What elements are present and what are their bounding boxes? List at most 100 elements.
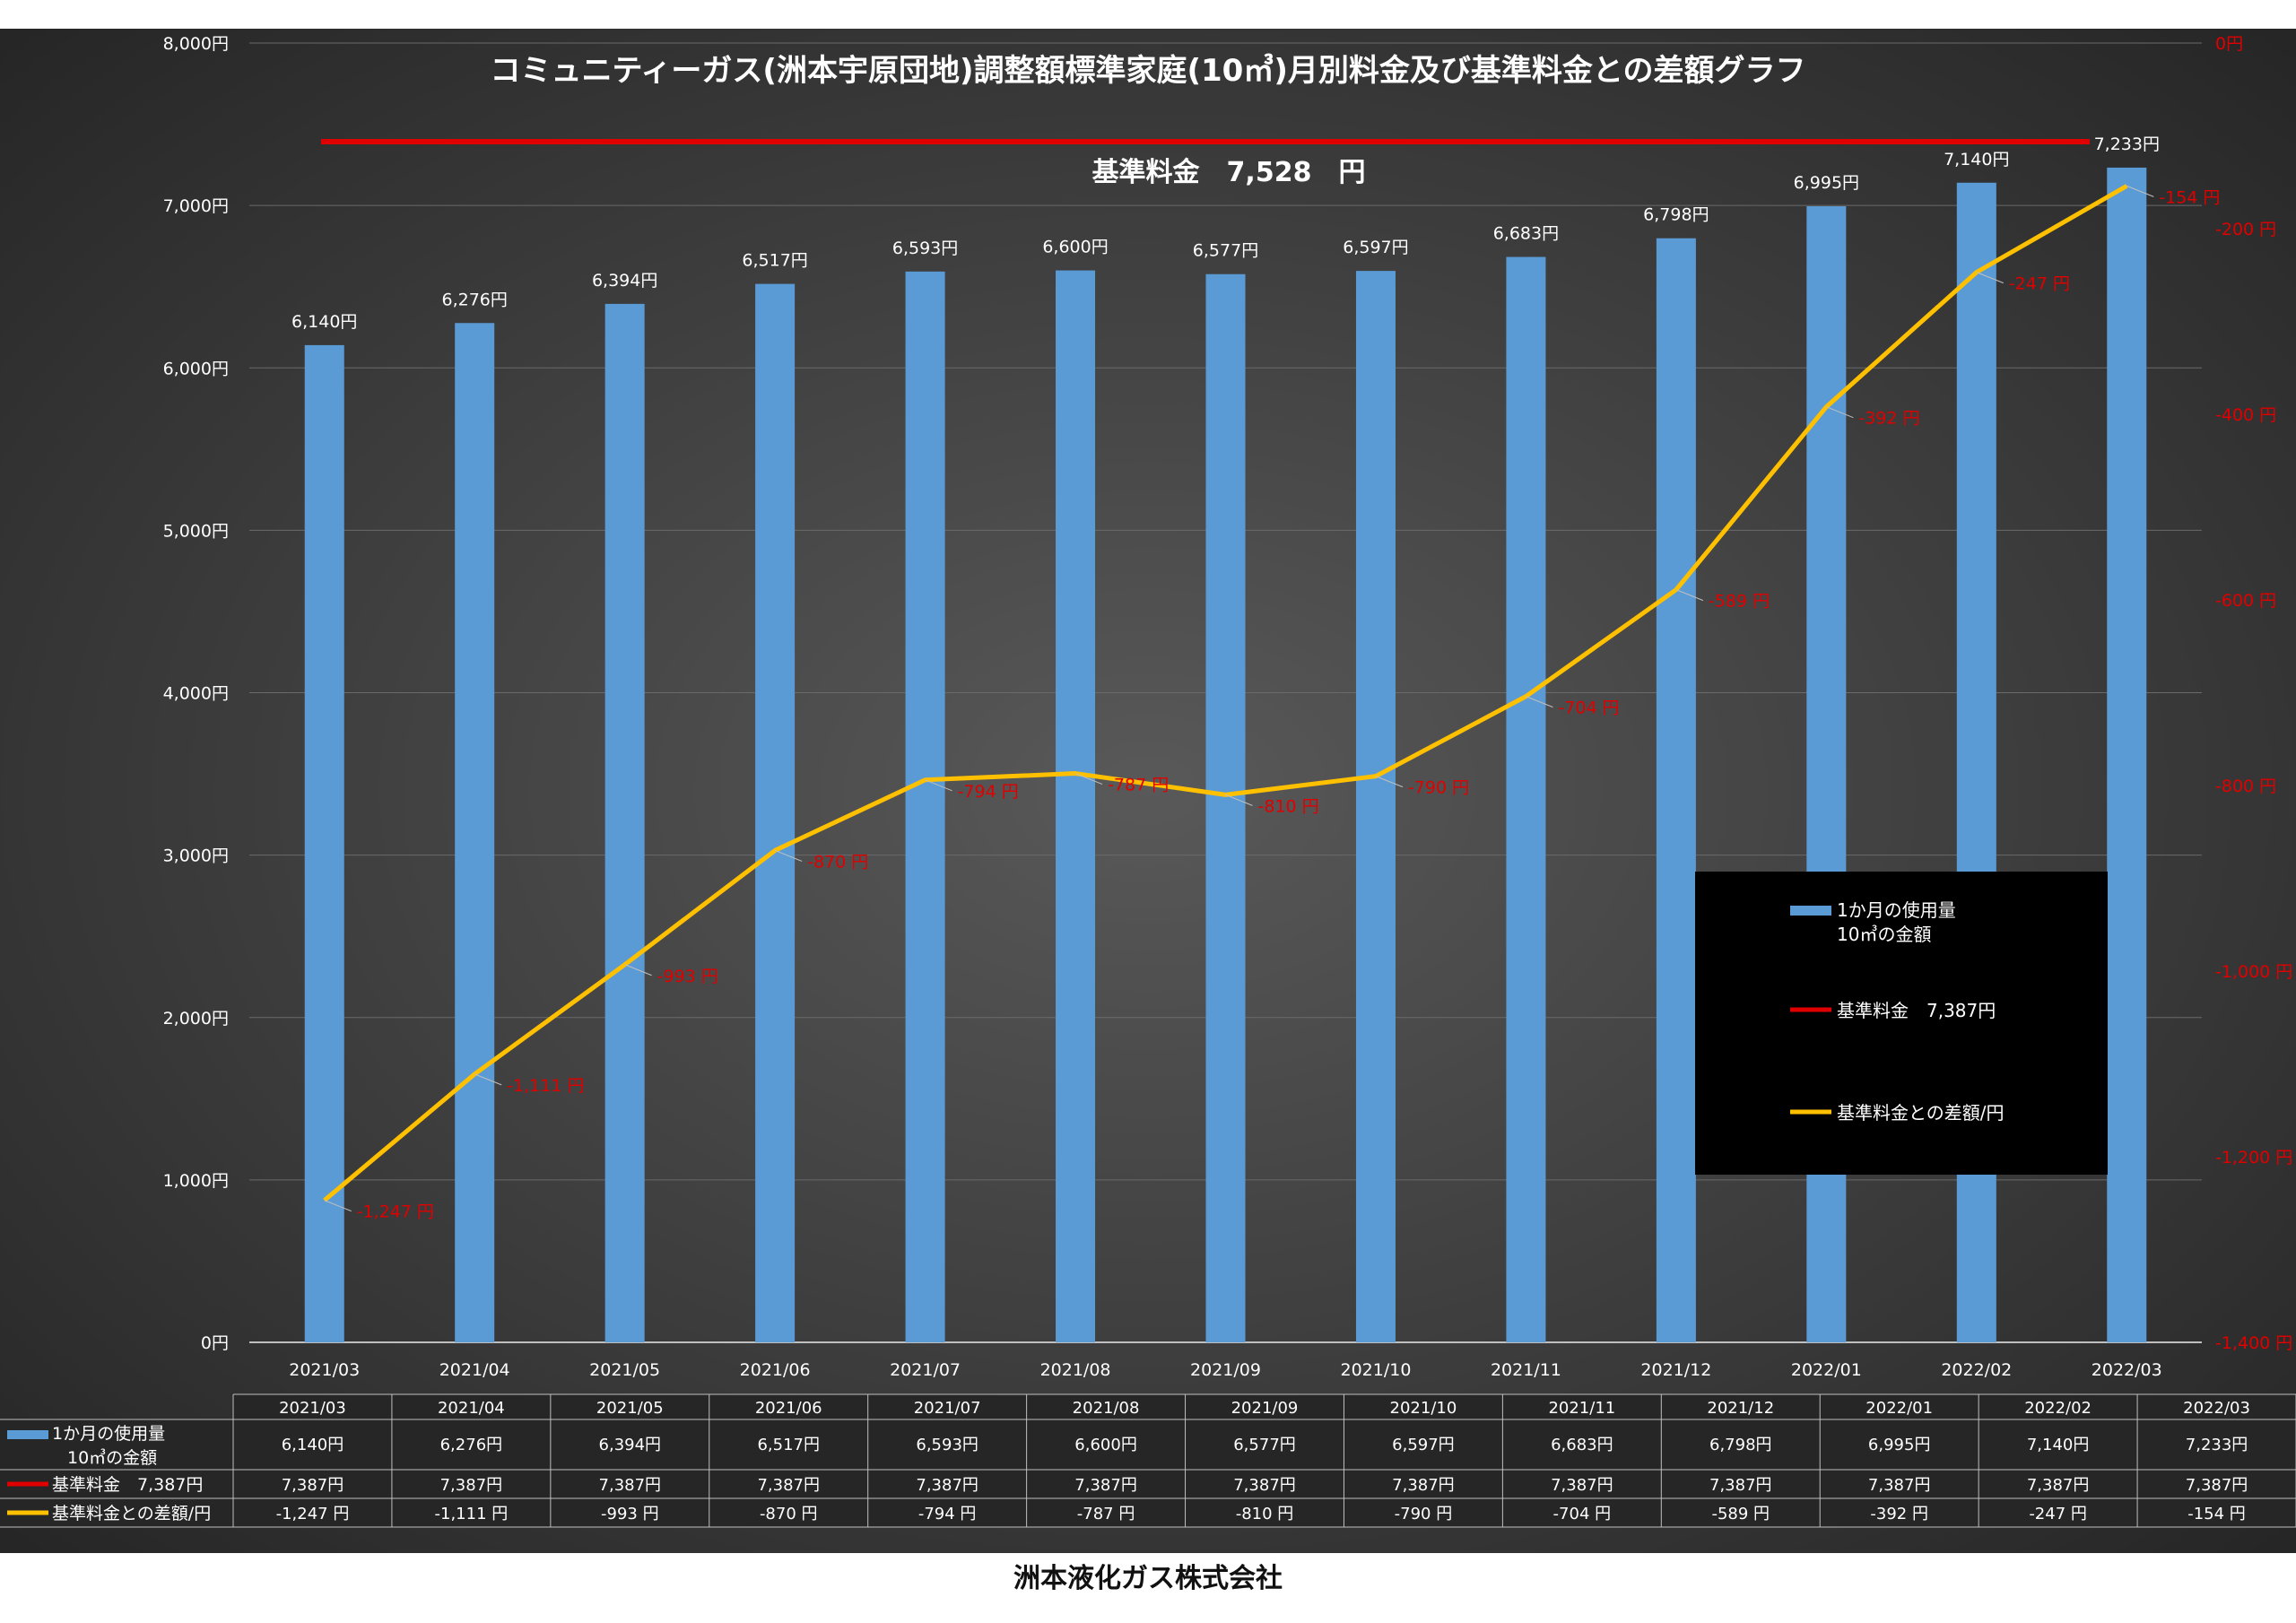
bar-value-label: 6,140円 (291, 312, 357, 332)
table-cell-bar: 6,995円 (1868, 1436, 1931, 1454)
difference-label-leader (474, 1073, 502, 1086)
table-header-cell: 2021/10 (1390, 1399, 1457, 1418)
table-cell-bar: 6,593円 (916, 1436, 978, 1454)
table-cell-difference: -392 円 (1870, 1505, 1928, 1523)
table-cell-bar: 6,600円 (1074, 1436, 1137, 1454)
table-cell-bar: 6,683円 (1551, 1436, 1613, 1454)
table-cell-reference: 7,387円 (916, 1476, 978, 1495)
difference-value-label: -392 円 (1858, 409, 1919, 429)
table-header-cell: 2022/02 (2024, 1399, 2092, 1418)
right-axis-tick-label: -400 円 (2215, 405, 2276, 425)
x-axis: 2021/03 2021/04 2021/05 2021/06 2021/07 2021/… (289, 1360, 2161, 1380)
table-cell-bar: 6,276円 (440, 1436, 503, 1454)
bar (455, 323, 495, 1342)
right-axis: 0円 -200 円 -400 円 -600 円 -800 円 -1,000 円 -1,200… (2215, 34, 2292, 1353)
left-axis-tick-label: 1,000円 (163, 1171, 229, 1191)
table-cell-difference: -870 円 (760, 1505, 818, 1523)
left-axis-tick-label: 5,000円 (163, 521, 229, 541)
difference-value-label: -794 円 (958, 782, 1019, 802)
right-axis-tick-label: -800 円 (2215, 777, 2276, 796)
table-header-cell: 2022/01 (1866, 1399, 1933, 1418)
bar-value-label: 6,600円 (1042, 238, 1108, 257)
bar (1056, 270, 1096, 1343)
right-axis-tick-label: -1,200 円 (2215, 1148, 2292, 1167)
table-swatch-bar (7, 1430, 48, 1439)
table-cell-difference: -1,111 円 (435, 1505, 509, 1523)
table-row-label-reference: 基準料金 7,387円 (52, 1475, 203, 1495)
bar-value-label: 6,517円 (742, 251, 807, 271)
table-cell-reference: 7,387円 (1074, 1476, 1137, 1495)
left-axis-tick-label: 3,000円 (163, 846, 229, 866)
left-axis-tick-label: 7,000円 (163, 196, 229, 216)
bar (304, 344, 344, 1343)
difference-label-leader (624, 964, 652, 976)
right-axis-tick-label: 0円 (2215, 34, 2243, 54)
table-header-cell: 2021/09 (1231, 1399, 1299, 1418)
left-axis-tick-label: 8,000円 (163, 34, 229, 54)
table-cell-bar: 6,597円 (1392, 1436, 1455, 1454)
table-row-label-bar: 1か月の使用量 (52, 1424, 165, 1444)
table-cell-reference: 7,387円 (2186, 1476, 2248, 1495)
legend-label-bar: 1か月の使用量 (1837, 899, 1956, 921)
table-cell-difference: -794 円 (918, 1505, 977, 1523)
right-axis-tick-label: -1,000 円 (2215, 962, 2292, 982)
x-axis-tick-label: 2022/02 (1941, 1360, 2012, 1380)
legend-swatch-bar (1790, 906, 1831, 916)
table-cell-reference: 7,387円 (1709, 1476, 1772, 1495)
x-axis-tick-label: 2022/03 (2092, 1360, 2162, 1380)
difference-label-leader (324, 1200, 352, 1212)
x-axis-tick-label: 2021/12 (1640, 1360, 1711, 1380)
x-axis-tick-label: 2021/05 (589, 1360, 660, 1380)
table-header-cell: 2021/11 (1548, 1399, 1615, 1418)
x-axis-tick-label: 2021/03 (289, 1360, 360, 1380)
table-cell-bar: 6,577円 (1233, 1436, 1296, 1454)
difference-label-leader (1976, 272, 2004, 284)
difference-label-leader (1225, 794, 1253, 806)
difference-value-label: -810 円 (1258, 796, 1319, 816)
table-cell-reference: 7,387円 (282, 1476, 344, 1495)
bar-data-labels: 6,140円 6,276円 6,394円 6,517円 6,593円 6,600円 6,57… (291, 135, 2160, 332)
bar-value-label: 6,593円 (892, 239, 958, 258)
bar-value-label: 6,683円 (1493, 224, 1559, 244)
bar-value-label: 6,276円 (441, 290, 507, 309)
bar (1656, 238, 1696, 1342)
legend-box (1695, 872, 2108, 1175)
table-cell-difference: -787 円 (1077, 1505, 1135, 1523)
plot-background (0, 29, 2296, 1553)
table-cell-reference: 7,387円 (599, 1476, 662, 1495)
table-cell-difference: -589 円 (1711, 1505, 1770, 1523)
table-background (233, 1394, 2296, 1527)
left-axis: 0円 1,000円 2,000円 3,000円 4,000円 5,000円 6,000円 7,… (163, 34, 229, 1353)
bar-value-label: 6,577円 (1193, 241, 1258, 261)
difference-value-label: -247 円 (2009, 274, 2070, 294)
difference-value-label: -154 円 (2159, 187, 2220, 207)
difference-value-label: -589 円 (1709, 592, 1770, 612)
left-axis-tick-label: 4,000円 (163, 684, 229, 704)
bar-value-label: 6,995円 (1794, 173, 1859, 193)
table-cell-reference: 7,387円 (2027, 1476, 2090, 1495)
table-header-cell: 2022/03 (2183, 1399, 2250, 1418)
bar-value-label: 6,394円 (592, 271, 657, 291)
bar-value-label: 7,233円 (2094, 135, 2160, 154)
difference-label-leader (774, 849, 803, 862)
table-header-cell: 2021/12 (1707, 1399, 1774, 1418)
x-axis-tick-label: 2021/11 (1491, 1360, 1561, 1380)
table-cell-bar: 7,140円 (2027, 1436, 2090, 1454)
table-cell-reference: 7,387円 (1233, 1476, 1296, 1495)
bar (604, 303, 645, 1343)
difference-value-label: -870 円 (807, 852, 868, 872)
table-cell-reference: 7,387円 (1392, 1476, 1455, 1495)
difference-label-leader (1826, 406, 1854, 419)
left-axis-tick-label: 0円 (201, 1333, 229, 1353)
left-axis-tick-label: 6,000円 (163, 359, 229, 378)
right-axis-tick-label: -200 円 (2215, 220, 2276, 239)
table-row-label-difference: 基準料金との差額/円 (52, 1504, 211, 1523)
difference-value-label: -1,111 円 (507, 1076, 584, 1096)
legend-label-bar: 10㎥の金額 (1837, 924, 1931, 945)
table-header-cell: 2021/07 (914, 1399, 981, 1418)
x-axis-tick-label: 2021/08 (1040, 1360, 1111, 1380)
difference-value-label: -993 円 (657, 967, 718, 986)
x-axis-tick-label: 2021/06 (740, 1360, 811, 1380)
table-cell-difference: -993 円 (601, 1505, 659, 1523)
